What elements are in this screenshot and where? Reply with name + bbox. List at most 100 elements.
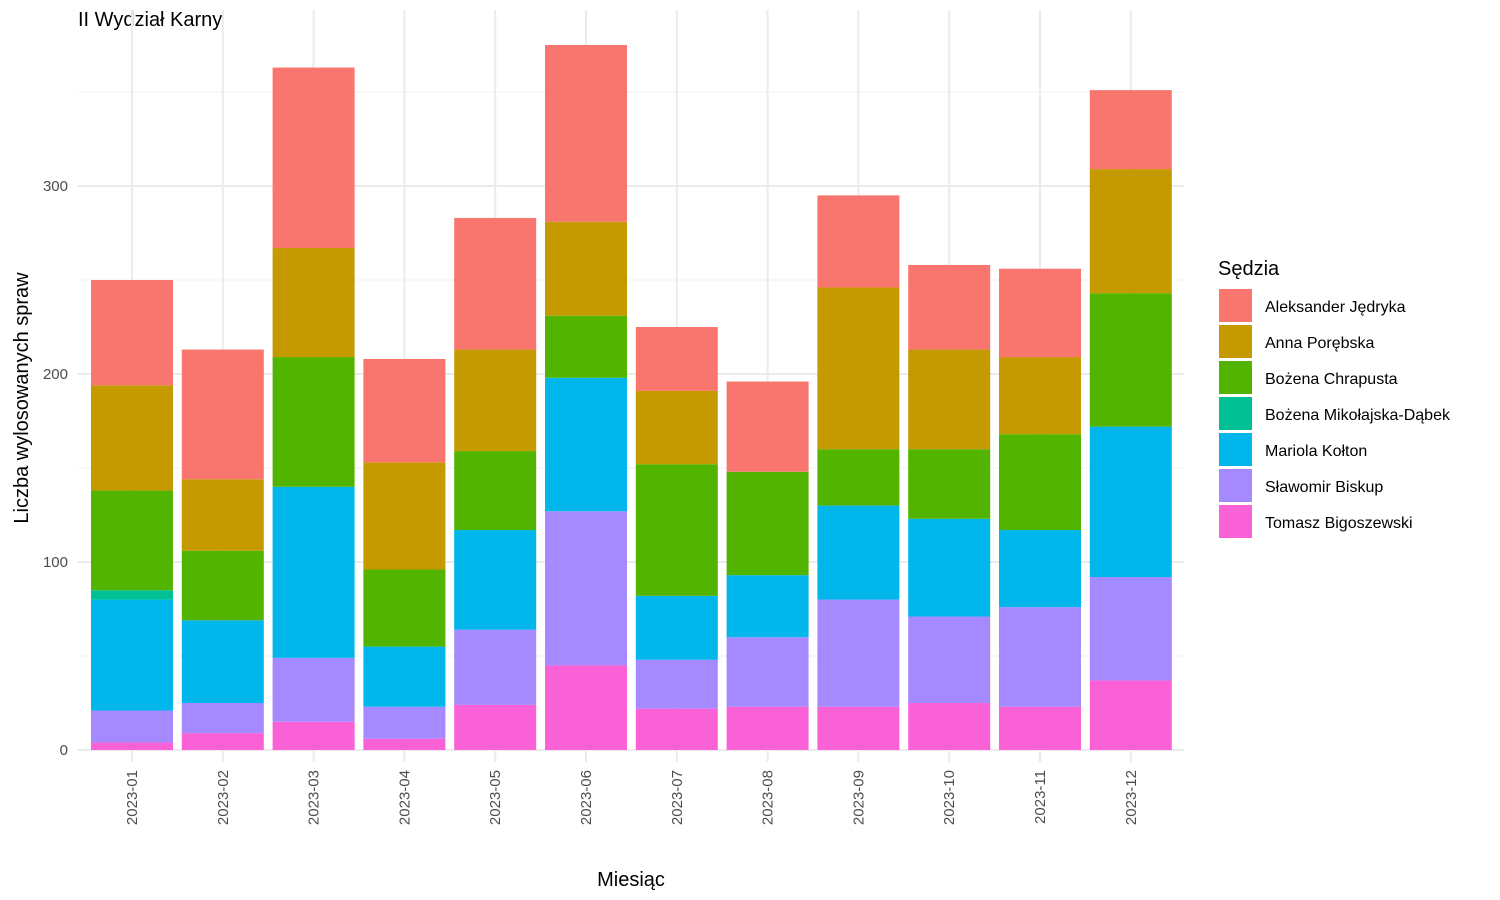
bar-segment [91,490,173,591]
bar-segment [999,530,1081,608]
y-tick-label: 0 [60,742,68,759]
x-tick-label: 2023-01 [124,770,141,825]
bar-segment [817,706,900,750]
x-tick-label: 2023-05 [487,770,504,825]
bar-segment [272,67,355,249]
bar-segment [999,706,1081,750]
bar-segment [908,264,991,350]
x-tick-label: 2023-06 [578,770,595,825]
bar-segment [817,599,900,707]
bar-segment [726,706,809,750]
bar-segment [181,620,264,703]
bar-segment [272,721,355,750]
x-axis-ticks: 2023-01 2023-02 2023-03 2023-04 2023-05 2023-… [124,770,1140,825]
legend-item: Bożena Mikołajska-Dąbek [1219,397,1451,430]
legend-item: Tomasz Bigoszewski [1219,505,1413,538]
bar-segment [181,349,264,480]
bar-segment [1089,293,1172,427]
legend-label: Aleksander Jędryka [1265,299,1406,316]
y-axis-ticks: 0 100 200 300 [43,178,68,759]
x-tick-label: 2023-09 [850,770,867,825]
bar-segment [363,462,446,570]
legend-swatch [1219,361,1252,394]
bar-segment [454,530,537,630]
legend-item: Anna Porębska [1219,325,1375,358]
bar-segment [454,629,537,705]
legend-label: Sławomir Biskup [1265,479,1383,496]
x-axis-title: Miesiąc [597,869,665,891]
bar-segment [635,659,718,709]
bar-segment [908,449,991,519]
bar-segment [363,706,446,739]
legend-title: Sędzia [1218,258,1280,280]
bar-segment [545,221,627,316]
bar-segment [635,708,718,750]
bar-segment [999,607,1081,707]
y-tick-label: 200 [43,366,68,383]
bar-segment [91,385,173,491]
bar-segment [181,550,264,621]
bar-segment [999,357,1081,435]
bar-segment [635,464,718,596]
bar-segment [1089,426,1172,578]
bar-segment [181,479,264,551]
bar-segment [91,742,173,750]
bar-segment [272,486,355,658]
legend-swatch [1219,433,1252,466]
bar-segment [91,599,173,711]
bars [91,45,1172,750]
bar-segment [635,390,718,465]
bar-segment [635,327,718,391]
bar-segment [726,381,809,472]
legend-label: Mariola Kołton [1265,443,1367,460]
bar-segment [726,575,809,638]
legend: Sędzia Aleksander Jędryka Anna Porębska Bo… [1218,258,1451,538]
bar-segment [272,248,355,358]
legend-label: Tomasz Bigoszewski [1265,515,1413,532]
bar-segment [91,280,173,386]
x-tick-label: 2023-10 [941,770,958,825]
bar-segment [363,569,446,647]
legend-label: Anna Porębska [1265,335,1375,352]
x-tick-label: 2023-12 [1123,770,1140,825]
bar-segment [272,657,355,722]
y-tick-label: 100 [43,554,68,571]
bar-segment [1089,90,1172,170]
chart-title: II Wydział Karny [78,9,222,31]
x-tick-label: 2023-04 [396,770,413,825]
y-axis-title: Liczba wylosowanych spraw [11,272,33,524]
y-tick-label: 300 [43,178,68,195]
x-tick-label: 2023-08 [760,770,777,825]
legend-swatch [1219,397,1252,430]
bar-segment [454,349,537,452]
bar-segment [181,733,264,750]
bar-segment [363,738,446,750]
bar-segment [454,451,537,531]
bar-segment [635,595,718,660]
legend-swatch [1219,325,1252,358]
bar-segment [545,377,627,512]
bar-segment [545,315,627,378]
legend-swatch [1219,505,1252,538]
x-tick-label: 2023-07 [669,770,686,825]
legend-label: Bożena Mikołajska-Dąbek [1265,407,1451,424]
bar-segment [726,637,809,707]
bar-segment [817,195,900,288]
legend-label: Bożena Chrapusta [1265,371,1398,388]
x-tick-label: 2023-02 [215,770,232,825]
bar-segment [454,704,537,750]
bar-segment [999,434,1081,531]
bar-segment [181,703,264,734]
bar-segment [908,518,991,617]
legend-item: Sławomir Biskup [1219,469,1383,502]
x-tick-label: 2023-03 [306,770,323,825]
bar-segment [91,590,173,600]
bar-segment [726,471,809,576]
bar-segment [1089,577,1172,681]
bar-segment [908,349,991,450]
bar-segment [817,505,900,600]
x-tick-label: 2023-11 [1032,770,1049,824]
bar-segment [545,45,627,222]
legend-item: Mariola Kołton [1219,433,1367,466]
